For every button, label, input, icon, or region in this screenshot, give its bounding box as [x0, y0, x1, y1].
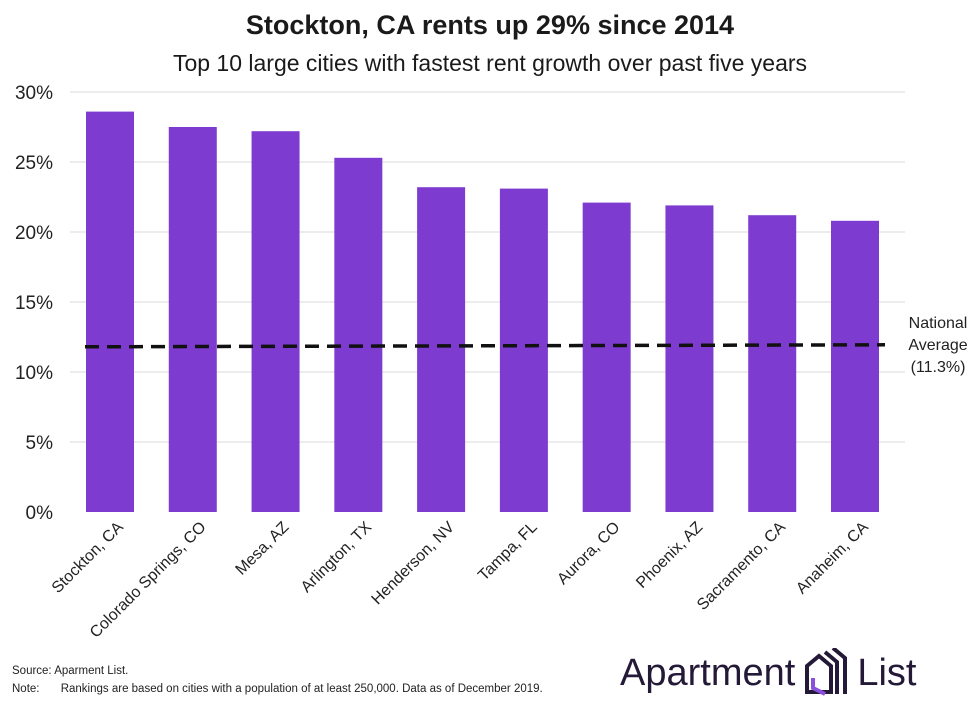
y-tick-label: 0% — [26, 503, 54, 524]
source-note: Source: Aparment List. — [12, 665, 129, 677]
logo-text-right: List — [857, 651, 917, 694]
house-logo-icon — [805, 648, 848, 696]
bar — [748, 215, 797, 512]
x-tick-label: Phoenix, AZ — [633, 519, 706, 592]
bar — [86, 111, 134, 512]
bar — [168, 127, 217, 512]
footnote: Note: Rankings are based on cities with … — [12, 683, 543, 695]
note-text: Rankings are based on cities with a popu… — [60, 683, 543, 695]
x-tick-label: Arlington, TX — [298, 519, 375, 596]
bar — [831, 220, 879, 513]
bar — [499, 188, 548, 512]
bar — [417, 187, 466, 512]
national-average-label: (11.3%) — [911, 359, 966, 376]
y-tick-label: 10% — [15, 363, 53, 384]
chart-subtitle: Top 10 large cities with fastest rent gr… — [172, 50, 808, 76]
x-tick-label: Sacramento, CA — [694, 519, 789, 614]
national-average-label: National — [909, 315, 968, 332]
x-tick-label: Mesa, AZ — [233, 519, 293, 579]
x-tick-label: Henderson, NV — [369, 519, 459, 609]
logo-text-left: Apartment — [620, 651, 796, 694]
chart-title: Stockton, CA rents up 29% since 2014 — [245, 10, 735, 40]
x-tick-label: Stockton, CA — [49, 519, 127, 597]
x-tick-label: Aurora, CO — [554, 519, 623, 588]
bar — [334, 157, 383, 513]
bar — [251, 131, 300, 512]
note-label: Note: — [12, 683, 40, 695]
y-tick-label: 5% — [26, 433, 54, 454]
x-tick-label: Anaheim, CA — [793, 519, 872, 598]
bar — [582, 202, 631, 512]
y-tick-label: 20% — [15, 223, 53, 244]
apartment-list-logo: Apartment List — [620, 648, 916, 698]
y-tick-label: 30% — [15, 83, 53, 104]
national-average-line — [84, 343, 886, 349]
x-tick-label: Tampa, FL — [475, 519, 541, 585]
national-average-label: Average — [908, 337, 967, 354]
bar — [665, 205, 714, 512]
y-tick-label: 15% — [15, 293, 53, 314]
y-tick-label: 25% — [15, 153, 53, 174]
